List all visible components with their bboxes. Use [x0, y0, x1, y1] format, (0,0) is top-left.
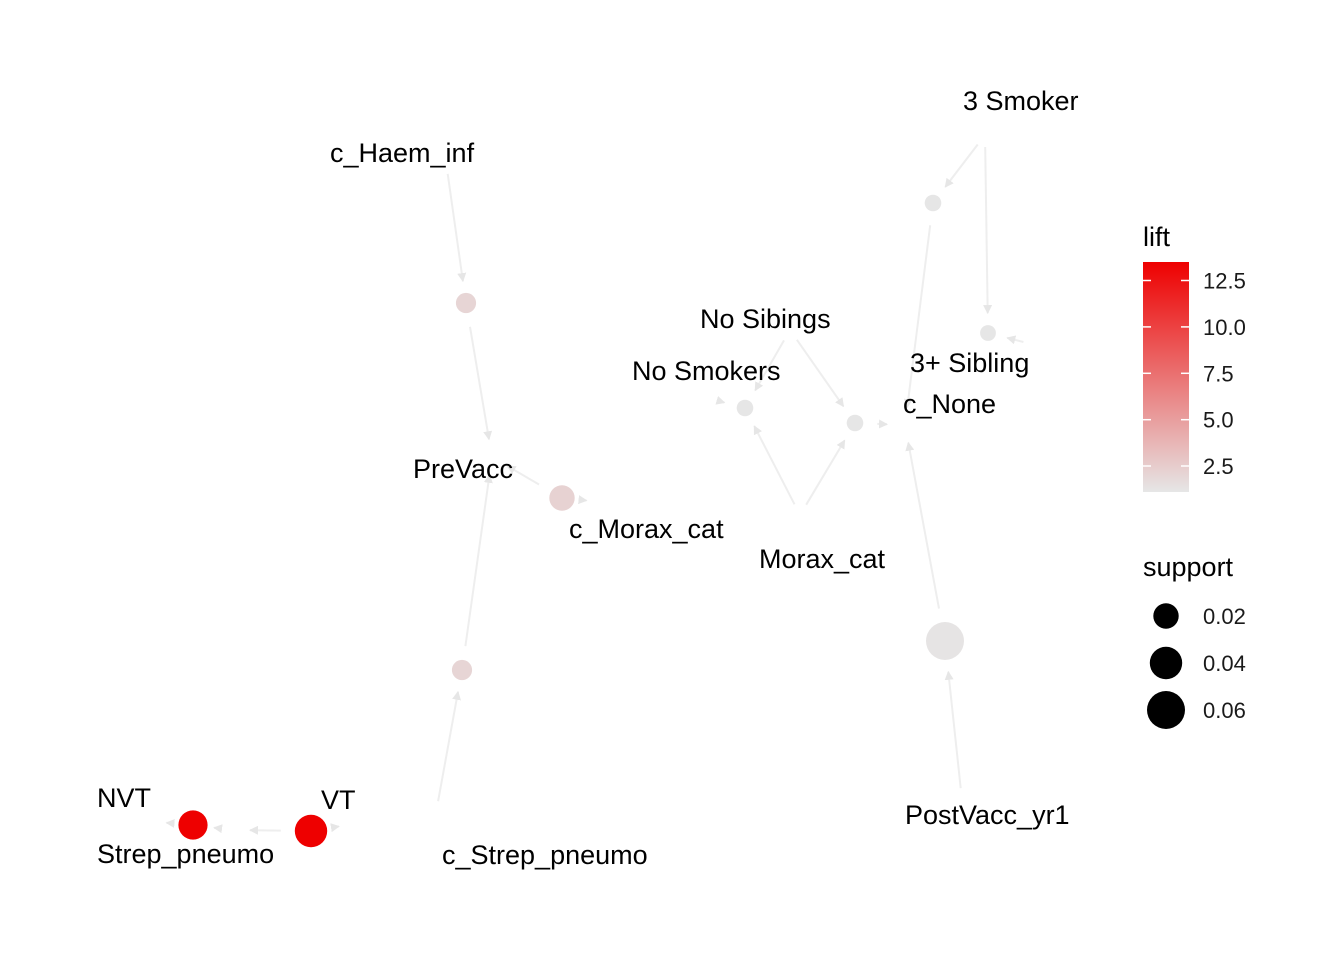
support-legend-dot	[1149, 646, 1183, 680]
edge-3plus_Sibling-to-r_sibling	[1006, 335, 1024, 345]
rule-node-r_morax	[549, 485, 575, 511]
node-label-vt: VT	[321, 785, 356, 815]
lift-tick-label: 7.5	[1203, 361, 1234, 386]
support-legend-label: 0.06	[1203, 698, 1246, 723]
support-legend-title: support	[1143, 552, 1234, 582]
rule-node-r_strep	[451, 659, 473, 681]
edge-c_Haem_inf-to-r_haem	[446, 173, 467, 283]
support-legend-label: 0.02	[1203, 604, 1246, 629]
node-label-c-morax-cat: c_Morax_cat	[569, 514, 724, 544]
support-legend-dot	[1147, 691, 1185, 729]
support-entries: 0.02 0.04 0.06	[1147, 603, 1246, 729]
support-legend-dot	[1153, 603, 1179, 629]
rule-node-r_smoker_top	[924, 194, 942, 212]
lift-tick-label: 5.0	[1203, 408, 1234, 433]
edge-r_haem-to-PreVacc	[469, 326, 493, 441]
node-label-c-none: c_None	[903, 389, 996, 419]
edge-c_Strep_pneumo-to-r_strep	[437, 690, 461, 802]
node-label-3-smoker: 3 Smoker	[963, 86, 1079, 116]
rule-nodes-layer	[178, 194, 996, 848]
legend: lift 2.55.07.510.012.5 support 0.020.040…	[1143, 222, 1246, 729]
lift-tick-label: 10.0	[1203, 315, 1246, 340]
edge-PostVacc_yr1-to-r_postvacc	[944, 670, 962, 789]
edge-r_morax-to-PreVacc	[506, 465, 540, 486]
node-label-no-sibings: No Sibings	[700, 304, 831, 334]
node-label-c-strep-pneumo: c_Strep_pneumo	[442, 840, 648, 870]
lift-ticks: 2.5 5.0 7.5 10.0 12.5	[1143, 269, 1246, 479]
edge-c_Morax_cat-to-r_morax	[578, 495, 588, 505]
edge-VT-to-r_vt	[330, 823, 340, 833]
rule-node-r_nosibings	[846, 414, 864, 432]
lift-colorbar	[1143, 262, 1189, 492]
node-label-nvt: NVT	[97, 783, 151, 813]
lift-tick-label: 2.5	[1203, 454, 1234, 479]
node-label-morax-cat: Morax_cat	[759, 544, 886, 574]
rule-node-r_nosmokers	[736, 399, 754, 417]
edge-r_strep-to-PreVacc	[464, 473, 493, 647]
node-label-3plus-sibling: 3+ Sibling	[910, 348, 1029, 378]
lift-tick-label: 12.5	[1203, 269, 1246, 294]
lift-legend-title: lift	[1143, 222, 1170, 252]
edge-Morax_cat-to-r_nosmokers	[753, 425, 796, 505]
edges-layer	[165, 143, 1024, 835]
node-label-strep-pneumo: Strep_pneumo	[97, 839, 274, 869]
edge-r_smoker_top-to-c_None	[903, 225, 932, 409]
edge-r_nvt-to-Strep_pneumo	[213, 824, 223, 834]
rule-node-r_haem	[455, 292, 477, 314]
rule-node-r_nvt	[178, 810, 208, 840]
rule-node-r_postvacc	[926, 622, 964, 660]
edge-No_Sibings-to-r_nosmokers	[754, 339, 785, 392]
node-label-postvacc-yr1: PostVacc_yr1	[905, 800, 1070, 830]
rule-node-r_sibling	[980, 325, 996, 341]
edge-3_Smoker-to-r_sibling	[983, 146, 993, 315]
rule-node-r_vt	[294, 814, 328, 848]
item-labels-layer: c_Haem_inf PreVacc c_Morax_cat c_Strep_p…	[97, 86, 1079, 870]
node-label-no-smokers: No Smokers	[632, 356, 781, 386]
edge-Morax_cat-to-r_nosibings	[805, 439, 846, 506]
node-label-c-haem-inf: c_Haem_inf	[330, 138, 475, 168]
edge-No_Sibings-to-r_nosibings	[796, 339, 845, 408]
edge-3_Smoker-to-r_smoker_top	[944, 143, 979, 188]
node-label-prevacc: PreVacc	[413, 454, 513, 484]
edge-r_postvacc-to-c_None	[905, 441, 940, 609]
support-legend-label: 0.04	[1203, 651, 1246, 676]
